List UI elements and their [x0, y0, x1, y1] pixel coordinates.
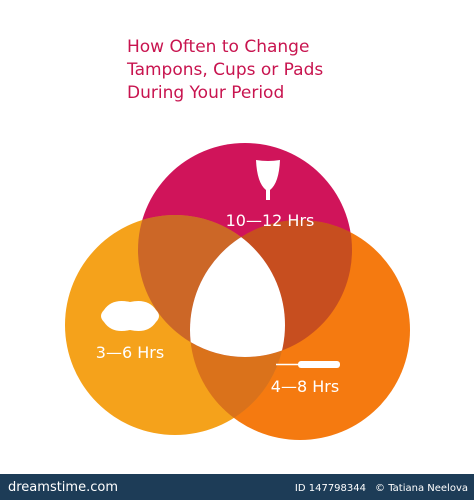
circle-label: 10—12 Hrs	[226, 211, 315, 230]
footer-bar	[0, 474, 474, 500]
footer-id: ID 147798344	[295, 483, 366, 494]
title: How Often to Change Tampons, Cups or Pad…	[126, 37, 323, 103]
title-line: Tampons, Cups or Pads	[126, 60, 323, 80]
pad-icon	[101, 301, 159, 331]
title-line: During Your Period	[127, 83, 284, 103]
cup-icon	[256, 160, 280, 200]
footer-author: © Tatiana Neelova	[375, 483, 468, 494]
circle-label: 4—8 Hrs	[271, 377, 339, 396]
tampon-icon	[298, 361, 340, 368]
title-line: How Often to Change	[127, 37, 309, 57]
footer-brand: dreamstime.com	[8, 480, 118, 495]
center-overlap	[190, 220, 285, 357]
circle-label: 3—6 Hrs	[96, 343, 164, 362]
